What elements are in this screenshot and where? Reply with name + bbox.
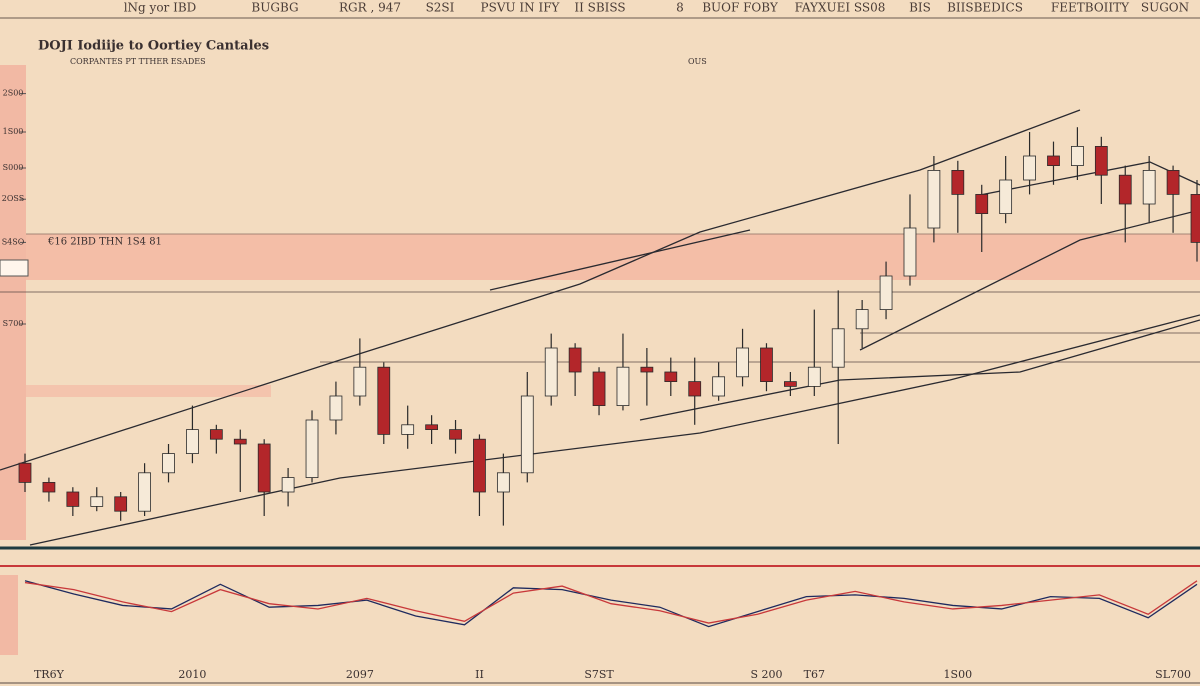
candle-body	[377, 366, 391, 435]
candle-body	[138, 472, 151, 512]
candle-body	[999, 179, 1013, 214]
header-label: RGR , 947	[339, 1, 401, 15]
candle-body	[736, 347, 749, 378]
header-label: II SBISS	[574, 1, 625, 15]
candle-body	[114, 496, 128, 512]
candle-body	[66, 491, 80, 507]
chart-subtitle: CORPANTES PT TTHER ESADES	[70, 57, 206, 66]
header-label: SUGON	[1141, 1, 1189, 15]
candle-body	[18, 462, 32, 483]
indicator-line	[24, 580, 1198, 624]
candle-body	[281, 477, 295, 493]
candle-body	[42, 481, 56, 493]
x-tick-label: II	[475, 668, 484, 681]
candle-body	[520, 395, 534, 474]
candle-body	[664, 371, 678, 383]
annotation: €16 2IBD THN 1S4 81	[47, 237, 162, 248]
candle-body	[831, 328, 845, 368]
x-tick-label: 1S00	[944, 668, 973, 681]
candle-body	[1166, 169, 1180, 195]
candle-body	[688, 381, 702, 397]
candle-body	[903, 227, 917, 277]
y-tick-label: 1S00	[3, 127, 24, 136]
x-tick-label: SL700	[1155, 668, 1191, 681]
x-tick-label: S 200	[750, 668, 782, 681]
y-tick-label: S700	[3, 319, 24, 328]
y-tick-label: 2S00	[3, 89, 24, 98]
y-tick-label: S000	[3, 163, 24, 172]
resistance-band	[26, 234, 1200, 280]
candle-body	[209, 429, 223, 440]
candle-body	[927, 169, 941, 229]
trend-line	[489, 229, 751, 291]
annotation: OUS	[688, 57, 707, 66]
x-tick-label: 2097	[346, 668, 374, 681]
candle-body	[1071, 145, 1084, 166]
candle-body	[329, 395, 343, 421]
header-label: 8	[676, 1, 684, 15]
trend-line	[0, 109, 1081, 471]
y-tick-label: S4SO	[2, 237, 25, 246]
x-tick-label: T67	[804, 668, 825, 681]
band	[26, 385, 271, 397]
candle-body	[712, 376, 726, 397]
candle-body	[592, 371, 606, 406]
header-label: lNg yor IBD	[124, 1, 197, 15]
candle-body	[233, 438, 247, 445]
candle-body	[305, 419, 319, 478]
candle-body	[1047, 155, 1060, 166]
candle-body	[257, 443, 271, 493]
candle-body	[784, 381, 797, 387]
x-tick-label: S7ST	[584, 668, 614, 681]
candle-body	[90, 496, 104, 507]
candle-body	[975, 193, 989, 214]
candle-body	[353, 366, 367, 397]
candle-body	[425, 424, 438, 430]
candle-body	[855, 309, 869, 330]
candle-body	[879, 275, 893, 310]
y-tick-label: 2OSS	[2, 194, 24, 203]
axis-strip	[0, 65, 26, 540]
header-label: PSVU IN IFY	[481, 1, 561, 15]
candle-body	[568, 347, 582, 373]
candle-body	[496, 472, 510, 493]
candle-body	[951, 169, 965, 195]
header-label: FAYXUEI SS08	[795, 1, 886, 15]
header-label: S2SI	[426, 1, 455, 15]
candle-body	[473, 438, 486, 493]
header-label: BUGBG	[251, 1, 298, 15]
header-label: BIS	[909, 1, 931, 15]
candle-body	[1142, 169, 1156, 205]
trend-line	[859, 209, 1200, 351]
chart-title: DOJI Iodiije to Oortiey Cantales	[38, 39, 269, 54]
header-label: BUOF FOBY	[702, 1, 779, 15]
indicator-strip	[0, 575, 18, 655]
candle-body	[544, 347, 558, 397]
candle-body	[616, 366, 630, 407]
candle-body	[449, 429, 462, 440]
indicator-line	[24, 580, 1198, 628]
header-label: FEETBOIITY	[1051, 1, 1130, 15]
candle-body	[1118, 174, 1132, 205]
candle-body	[162, 453, 175, 474]
candle-body	[401, 424, 415, 435]
price-tag	[0, 259, 29, 277]
candle-body	[1094, 145, 1108, 176]
candle-body	[1190, 193, 1200, 243]
candle-body	[807, 366, 821, 387]
candle-body	[760, 347, 773, 382]
candle-body	[1023, 155, 1036, 181]
trend-lines	[0, 109, 1200, 546]
trend-line	[29, 314, 1200, 546]
candle-body	[640, 366, 654, 373]
trend-line	[639, 319, 1200, 421]
x-tick-label: TR6Y	[34, 668, 65, 681]
candle-body	[186, 429, 199, 455]
x-tick-label: 2010	[178, 668, 206, 681]
header-label: BIISBEDICS	[947, 1, 1023, 15]
trend-line	[979, 161, 1200, 196]
